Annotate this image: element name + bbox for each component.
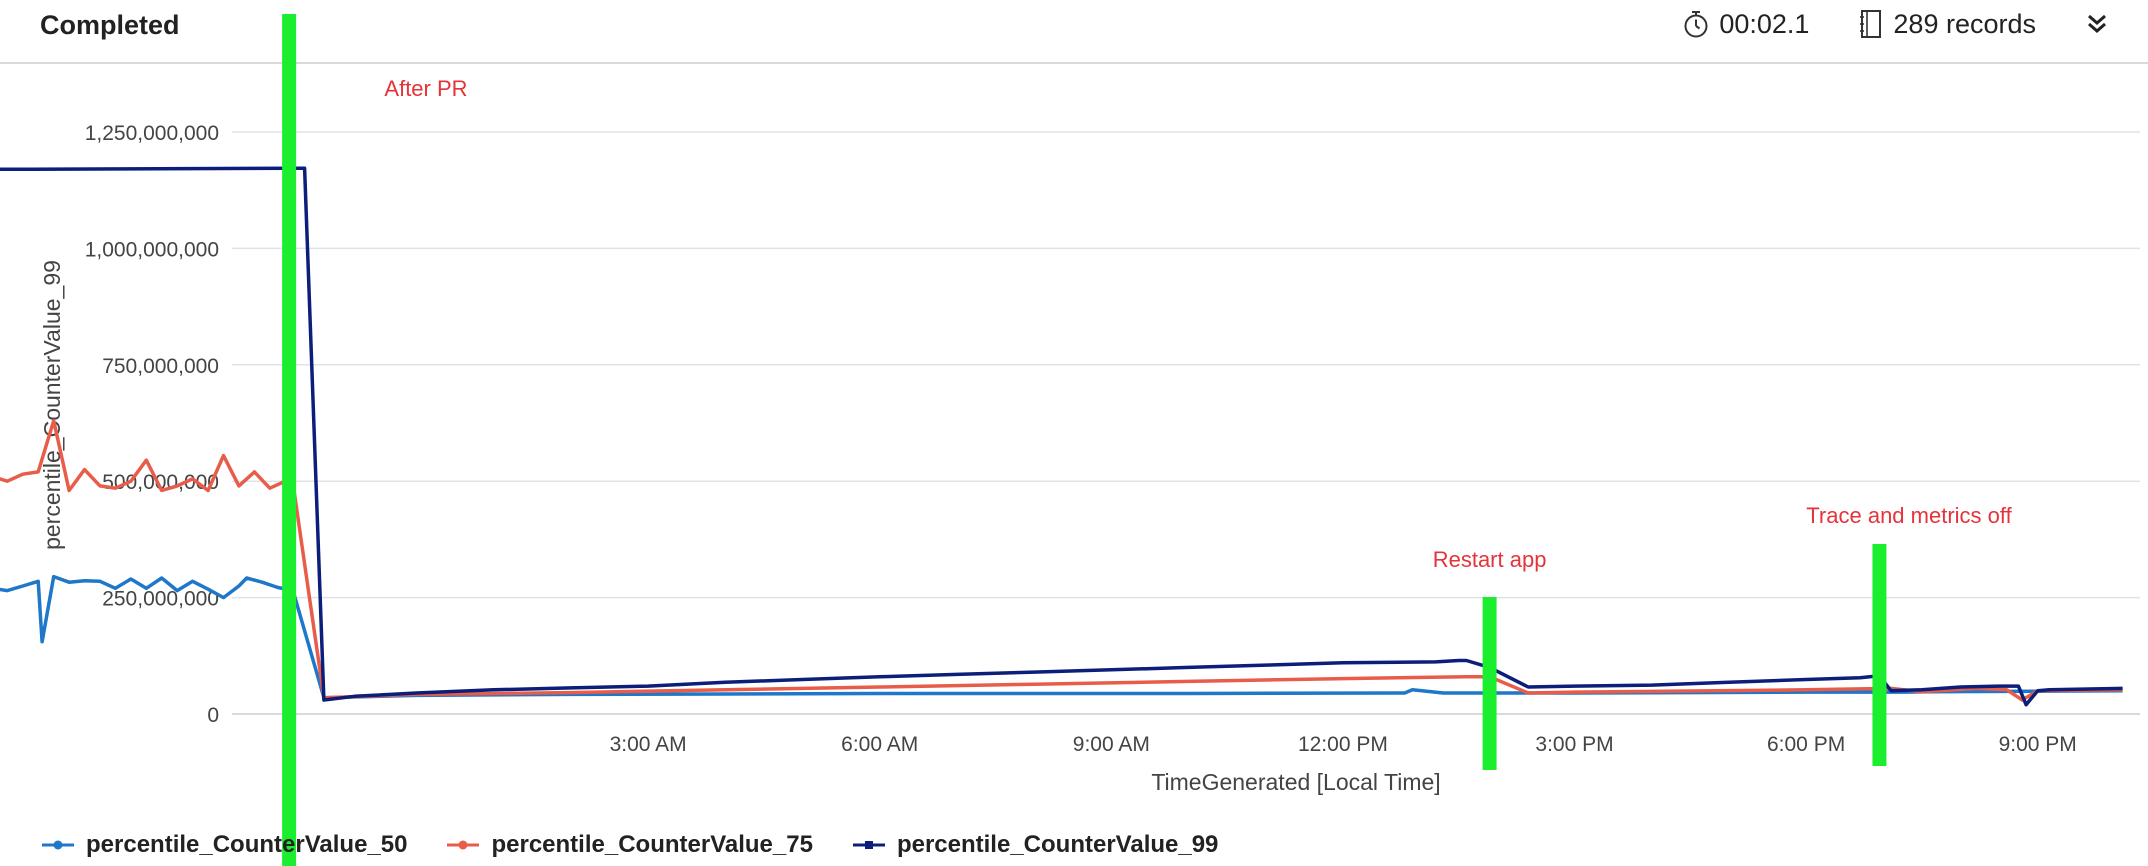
legend-entry[interactable]: percentile_CounterValue_99 xyxy=(851,831,1218,859)
y-tick-label: 500,000,000 xyxy=(102,471,219,494)
y-tick-label: 1,000,000,000 xyxy=(85,238,219,261)
legend-entry[interactable]: percentile_CounterValue_50 xyxy=(40,831,407,859)
stopwatch-icon xyxy=(1683,9,1709,39)
annotation-label: After PR xyxy=(384,76,467,101)
x-tick-label: 12:00 PM xyxy=(1298,733,1388,756)
legend-swatch xyxy=(447,840,480,850)
legend-entry[interactable]: percentile_CounterValue_75 xyxy=(445,831,813,859)
series-line-3 xyxy=(0,166,2123,707)
series-line-2 xyxy=(0,418,2123,702)
annotation-marker-2 xyxy=(1482,597,1497,770)
y-tick-label: 1,250,000,000 xyxy=(85,122,219,145)
y-axis-title: percentile_CounterValue_99 xyxy=(39,260,65,550)
y-tick-label: 750,000,000 xyxy=(102,355,219,378)
x-tick-label: 9:00 AM xyxy=(1073,733,1150,756)
annotation-label: Restart app xyxy=(1433,547,1547,572)
query-status: Completed xyxy=(40,10,180,40)
chevron-double-down-icon[interactable] xyxy=(2086,12,2108,36)
legend-label: percentile_CounterValue_99 xyxy=(896,831,1219,858)
x-axis-title: TimeGenerated [Local Time] xyxy=(1151,769,1440,795)
annotation-marker-1 xyxy=(282,14,297,866)
query-meta: 00:02.1 289 records xyxy=(1683,6,2108,42)
x-tick-label: 9:00 PM xyxy=(1999,733,2077,756)
annotation-label: Trace and metrics off xyxy=(1806,503,2012,528)
x-tick-label: 3:00 AM xyxy=(610,733,687,756)
legend-label: percentile_CounterValue_75 xyxy=(491,831,813,858)
y-tick-label: 250,000,000 xyxy=(102,588,219,611)
series-line-1 xyxy=(0,574,2123,700)
notebook-icon xyxy=(1859,9,1883,39)
legend-label: percentile_CounterValue_50 xyxy=(86,831,408,858)
records-count: 289 records xyxy=(1893,8,2036,39)
records-info: 289 records xyxy=(1859,9,2036,40)
x-tick-label: 6:00 AM xyxy=(841,733,918,756)
duration-value: 00:02.1 xyxy=(1719,8,1810,39)
legend-swatch xyxy=(42,840,74,850)
y-tick-label: 0 xyxy=(207,704,219,727)
annotation-marker-3 xyxy=(1872,544,1887,766)
x-tick-label: 3:00 PM xyxy=(1535,733,1613,756)
chart-legend: percentile_CounterValue_50 percentile_Cou… xyxy=(40,828,1218,862)
x-tick-label: 6:00 PM xyxy=(1767,733,1845,756)
legend-swatch xyxy=(852,841,885,849)
duration-info: 00:02.1 xyxy=(1683,9,1809,40)
results-header: Completed 00:02.1 xyxy=(0,0,2148,64)
